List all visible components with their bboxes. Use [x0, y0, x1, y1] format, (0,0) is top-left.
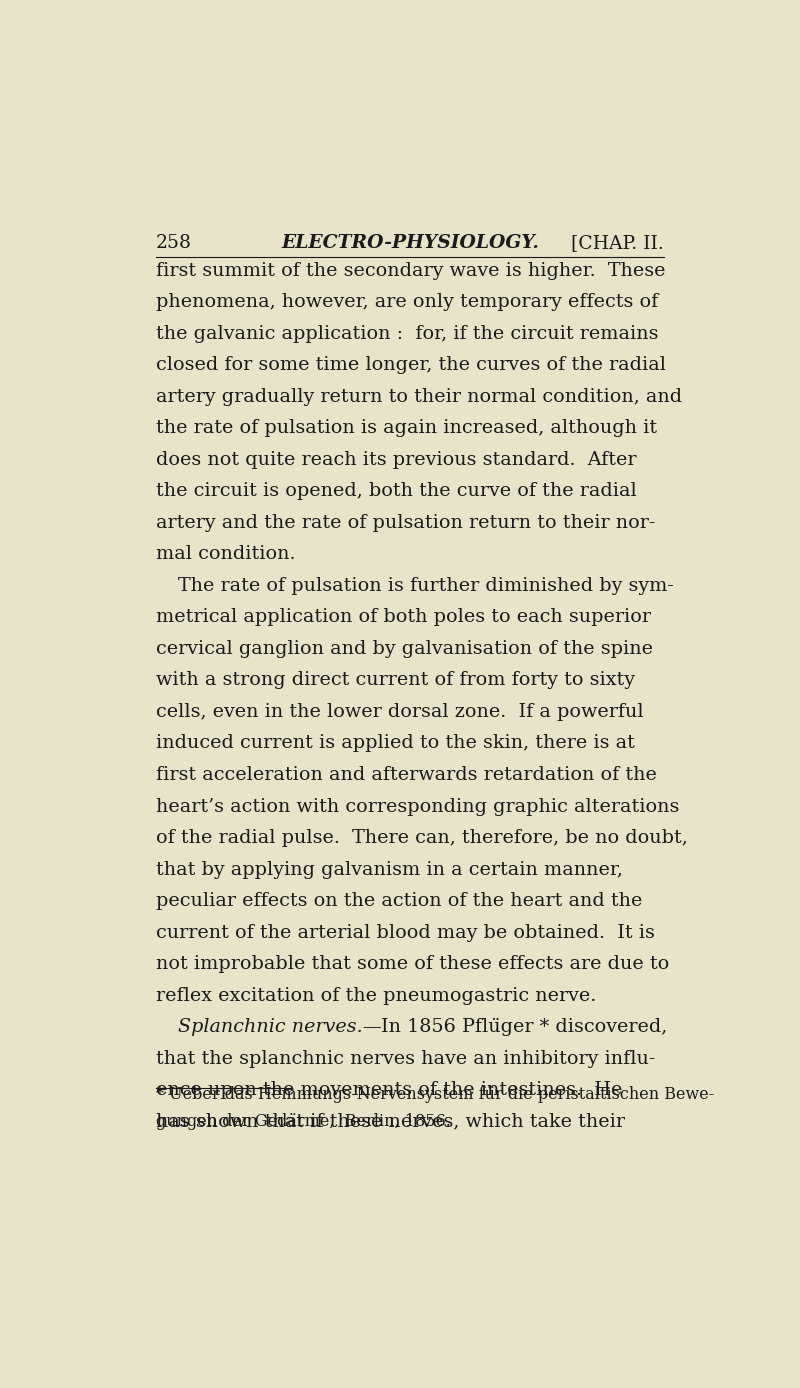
Text: does not quite reach its previous standard.  After: does not quite reach its previous standa…: [156, 451, 636, 469]
Text: first acceleration and afterwards retardation of the: first acceleration and afterwards retard…: [156, 766, 657, 784]
Text: [CHAP. II.: [CHAP. II.: [571, 233, 664, 251]
Text: gungen der Gedärme,  Berlin, 1856.: gungen der Gedärme, Berlin, 1856.: [156, 1113, 450, 1130]
Text: with a strong direct current of from forty to sixty: with a strong direct current of from for…: [156, 672, 635, 690]
Text: closed for some time longer, the curves of the radial: closed for some time longer, the curves …: [156, 357, 666, 375]
Text: that by applying galvanism in a certain manner,: that by applying galvanism in a certain …: [156, 861, 622, 879]
Text: In 1856 Pflüger * discovered,: In 1856 Pflüger * discovered,: [382, 1019, 668, 1037]
Text: Splanchnic nerves.—: Splanchnic nerves.—: [178, 1019, 382, 1037]
Text: reflex excitation of the pneumogastric nerve.: reflex excitation of the pneumogastric n…: [156, 987, 596, 1005]
Text: 258: 258: [156, 233, 192, 251]
Text: first summit of the secondary wave is higher.  These: first summit of the secondary wave is hi…: [156, 261, 666, 279]
Text: of the radial pulse.  There can, therefore, be no doubt,: of the radial pulse. There can, therefor…: [156, 829, 687, 847]
Text: current of the arterial blood may be obtained.  It is: current of the arterial blood may be obt…: [156, 923, 654, 941]
Text: ence upon the movements of the intestines.  He: ence upon the movements of the intestine…: [156, 1081, 622, 1099]
Text: heart’s action with corresponding graphic alterations: heart’s action with corresponding graphi…: [156, 798, 679, 816]
Text: artery gradually return to their normal condition, and: artery gradually return to their normal …: [156, 387, 682, 405]
Text: that the splanchnic nerves have an inhibitory influ-: that the splanchnic nerves have an inhib…: [156, 1049, 655, 1067]
Text: induced current is applied to the skin, there is at: induced current is applied to the skin, …: [156, 734, 634, 752]
Text: cells, even in the lower dorsal zone.  If a powerful: cells, even in the lower dorsal zone. If…: [156, 702, 643, 720]
Text: the rate of pulsation is again increased, although it: the rate of pulsation is again increased…: [156, 419, 657, 437]
Text: The rate of pulsation is further diminished by sym-: The rate of pulsation is further diminis…: [178, 577, 674, 595]
Text: artery and the rate of pulsation return to their nor-: artery and the rate of pulsation return …: [156, 514, 655, 532]
Text: metrical application of both poles to each superior: metrical application of both poles to ea…: [156, 608, 651, 626]
Text: peculiar effects on the action of the heart and the: peculiar effects on the action of the he…: [156, 892, 642, 911]
Text: the circuit is opened, both the curve of the radial: the circuit is opened, both the curve of…: [156, 482, 637, 500]
Text: cervical ganglion and by galvanisation of the spine: cervical ganglion and by galvanisation o…: [156, 640, 653, 658]
Text: * Ueber das Hemmungs-Nervensystem für die peristaltischen Bewe-: * Ueber das Hemmungs-Nervensystem für d…: [156, 1085, 714, 1102]
Text: has shown that if these nerves, which take their: has shown that if these nerves, which ta…: [156, 1113, 625, 1131]
Text: ELECTRO-PHYSIOLOGY.: ELECTRO-PHYSIOLOGY.: [281, 233, 539, 251]
Text: mal condition.: mal condition.: [156, 545, 295, 564]
Text: the galvanic application :  for, if the circuit remains: the galvanic application : for, if the c…: [156, 325, 658, 343]
Text: phenomena, however, are only temporary effects of: phenomena, however, are only temporary e…: [156, 293, 658, 311]
Text: not improbable that some of these effects are due to: not improbable that some of these effect…: [156, 955, 669, 973]
